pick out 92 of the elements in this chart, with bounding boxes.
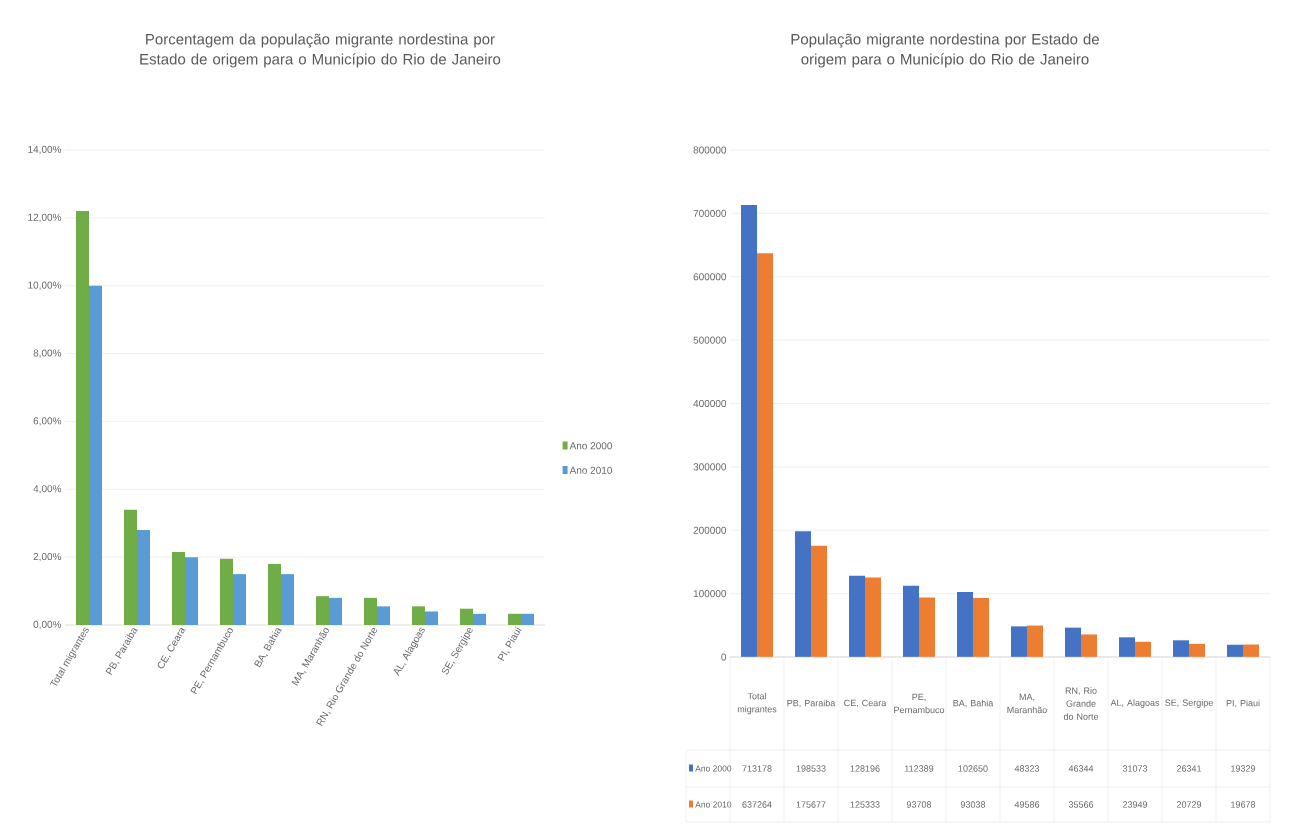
y-tick-label: 0,00% xyxy=(33,620,62,630)
bar xyxy=(316,596,329,625)
bar xyxy=(1173,640,1190,657)
y-tick-label: 700000 xyxy=(693,209,727,217)
bar xyxy=(1189,643,1206,657)
bar xyxy=(377,606,390,625)
bar xyxy=(1119,637,1136,657)
bar xyxy=(233,574,246,625)
x-tick-label: SE, Sergipe xyxy=(1165,699,1213,708)
data-label: 31073 xyxy=(1122,765,1148,772)
y-tick-label: 800000 xyxy=(693,146,727,154)
x-tick-label: PB, Paraiba xyxy=(787,699,836,708)
x-tick-label: BA, Bahia xyxy=(953,699,994,708)
data-label: 20729 xyxy=(1176,801,1202,808)
data-label: 128196 xyxy=(850,765,880,772)
data-label: 19329 xyxy=(1231,765,1256,772)
y-tick-label: 10,00% xyxy=(28,281,62,290)
data-label: 35566 xyxy=(1068,801,1094,808)
bar xyxy=(508,613,521,625)
legend-label: Ano 2010 xyxy=(569,466,613,474)
data-label: 26341 xyxy=(1176,765,1202,772)
bar xyxy=(957,591,974,657)
bar xyxy=(89,285,102,625)
x-tick-label: AL, Alagoas xyxy=(1110,699,1160,708)
bar xyxy=(811,545,828,657)
legend-label: Ano 2000 xyxy=(569,442,613,450)
bar xyxy=(220,558,233,625)
bar xyxy=(137,530,150,625)
bar xyxy=(1227,644,1244,657)
bar xyxy=(172,552,185,625)
y-tick-label: 8,00% xyxy=(33,349,62,358)
bar xyxy=(460,608,473,625)
y-tick-label: 600000 xyxy=(693,273,727,281)
data-label: 637264 xyxy=(742,801,772,808)
y-tick-label: 100000 xyxy=(693,590,727,598)
data-label: 175677 xyxy=(796,801,826,808)
data-label: 23949 xyxy=(1122,801,1148,808)
bar xyxy=(521,613,534,625)
bar xyxy=(741,205,758,657)
bar xyxy=(281,574,294,625)
x-tick-label: PE, Pernambuco xyxy=(894,693,945,714)
chart-title: Porcentagem da população migrante nordestina por Estado de origem para o Município do Rio de Janeiro xyxy=(140,33,501,68)
y-tick-label: 2,00% xyxy=(33,553,62,562)
data-label: 93038 xyxy=(960,801,986,808)
y-tick-label: 400000 xyxy=(693,399,727,408)
x-tick-label: Total migrantes xyxy=(737,692,777,715)
x-tick-label: PI, Piaui xyxy=(1226,699,1260,708)
data-label: 112389 xyxy=(905,765,934,772)
legend-label: Ano 2000 xyxy=(695,765,732,772)
data-label: 48323 xyxy=(1014,765,1040,772)
x-tick-label: MA, Maranhão xyxy=(1007,693,1047,714)
data-label: 49586 xyxy=(1014,801,1040,808)
bar xyxy=(973,598,990,657)
bar xyxy=(76,211,89,625)
legend-label: Ano 2010 xyxy=(695,801,732,808)
bar xyxy=(865,577,882,657)
bar xyxy=(1027,625,1044,657)
y-tick-label: 500000 xyxy=(693,336,727,344)
y-tick-label: 300000 xyxy=(693,463,727,471)
chart-title: População migrante nordestina por Estado de origem para o Município do Rio de Janeiro xyxy=(791,33,1099,68)
bar xyxy=(473,613,486,625)
bar xyxy=(364,597,377,625)
bar xyxy=(1081,634,1098,657)
bar xyxy=(903,585,920,657)
bar xyxy=(425,611,438,625)
data-label: 125333 xyxy=(850,801,880,808)
data-label: 46344 xyxy=(1068,765,1094,772)
bar xyxy=(412,606,425,625)
y-tick-label: 14,00% xyxy=(28,145,62,155)
data-label: 713178 xyxy=(742,765,772,772)
bar xyxy=(919,597,936,657)
bar xyxy=(1065,627,1082,657)
x-tick-label: RN, Rio Grande do Norte xyxy=(1063,687,1099,720)
bar xyxy=(1135,641,1152,657)
bar xyxy=(849,575,866,657)
data-label: 102650 xyxy=(958,765,988,772)
bar xyxy=(268,563,281,625)
y-tick-label: 6,00% xyxy=(33,417,62,426)
y-tick-label: 200000 xyxy=(693,526,727,534)
bar xyxy=(795,531,812,657)
data-label: 19678 xyxy=(1231,801,1256,808)
data-label: 198533 xyxy=(796,765,826,772)
y-tick-label: 0 xyxy=(721,653,727,661)
bar xyxy=(757,253,774,657)
x-tick-label: CE, Ceara xyxy=(844,699,887,708)
bar xyxy=(185,557,198,625)
y-tick-label: 4,00% xyxy=(33,485,62,494)
data-label: 93708 xyxy=(906,801,932,808)
bar xyxy=(329,597,342,625)
y-tick-label: 12,00% xyxy=(28,213,62,222)
bar xyxy=(124,509,137,625)
bar xyxy=(1011,626,1028,657)
